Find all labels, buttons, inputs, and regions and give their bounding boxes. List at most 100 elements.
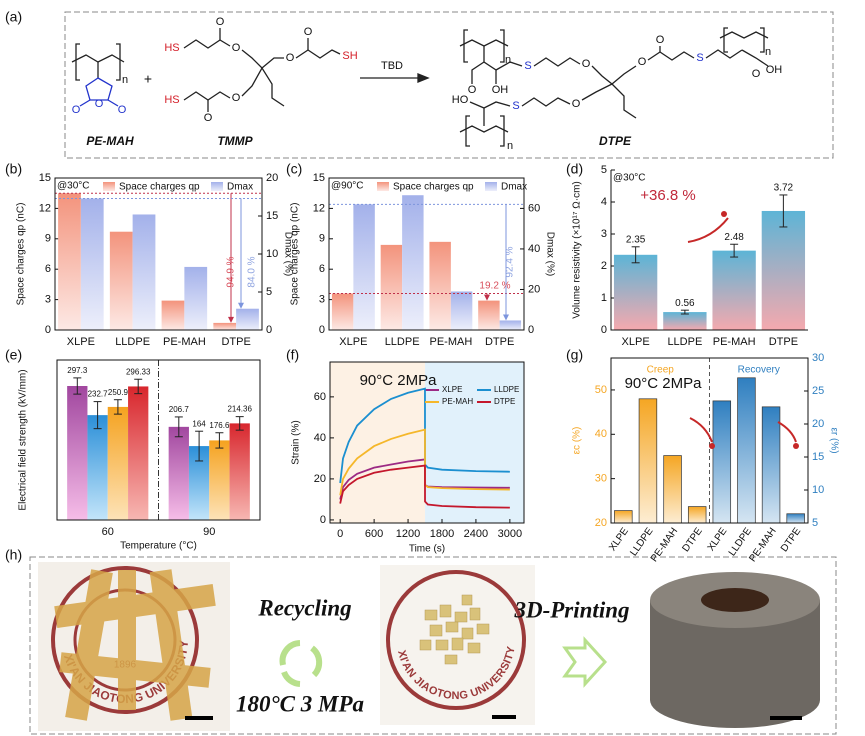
bar	[229, 423, 250, 520]
x-tick-label: XLPE	[67, 336, 95, 348]
bar	[786, 513, 805, 524]
error-bar	[631, 246, 640, 264]
arrow-head	[484, 294, 490, 301]
annotation: 92.4 %	[505, 246, 516, 277]
atom: O	[468, 84, 477, 96]
y-tick-label: 9	[319, 233, 325, 245]
bond	[107, 99, 119, 107]
y-axis-title: Space charges qp (nC)	[16, 203, 27, 306]
bond	[521, 97, 571, 107]
bar	[450, 291, 473, 330]
annotation: 90°C 2MPa	[625, 375, 703, 392]
bond	[741, 49, 769, 67]
photos: (h) XI'AN JIAOTONG UNIVERSITY 1896 Recyc…	[5, 547, 837, 735]
legend-swatch	[485, 182, 497, 191]
y-tick-label: 6	[319, 263, 325, 275]
atom: O	[232, 42, 241, 54]
y-tick-label: 60	[314, 391, 326, 403]
error-bar	[134, 378, 143, 395]
value-label: 296.33	[126, 367, 151, 376]
y-tick-label: 12	[313, 202, 325, 214]
bar	[331, 293, 354, 330]
y-tick-label: 3	[319, 294, 325, 306]
bar	[761, 210, 806, 330]
atom: O	[118, 104, 127, 116]
atom: O	[95, 98, 104, 110]
bond	[719, 31, 769, 39]
y-tick-label: 3	[45, 294, 51, 306]
step-label: Recycling	[257, 595, 351, 620]
x-tick-label: 1800	[430, 528, 454, 540]
atom: n	[122, 74, 128, 86]
pellets	[419, 594, 490, 665]
atom: S	[524, 60, 531, 72]
annotation: 90°C 2MPa	[360, 372, 438, 389]
seal	[386, 570, 526, 710]
plot-frame	[610, 357, 809, 524]
value-label: 0.56	[675, 298, 695, 309]
y-tick-label: 1	[601, 292, 607, 304]
bar	[188, 446, 210, 520]
x-tick-label: LLDPE	[385, 336, 420, 348]
y-tick-label: 20	[314, 473, 326, 485]
recycle-icon	[279, 640, 323, 687]
bar	[87, 415, 108, 520]
bar	[712, 400, 732, 524]
error-bar	[113, 399, 122, 415]
series-label: Recovery	[738, 365, 780, 376]
bar	[638, 398, 658, 524]
y-axis-title: Electrical field strength (kV/mm)	[18, 369, 29, 510]
line	[339, 464, 510, 509]
error-bar	[174, 416, 183, 438]
atom: O	[286, 52, 295, 64]
panel-border	[64, 11, 834, 159]
plot-frame	[328, 177, 525, 331]
plus: +	[144, 71, 152, 87]
bond	[591, 65, 637, 85]
bar	[353, 204, 375, 330]
value-label: 3.72	[774, 183, 794, 194]
atom: HS	[164, 42, 179, 54]
bond	[705, 49, 743, 59]
bond	[471, 61, 485, 84]
atom: O	[232, 92, 241, 104]
legend-label: Space charges qp	[393, 182, 474, 193]
atom: HS	[164, 94, 179, 106]
panel-label: (c)	[286, 161, 302, 177]
bar	[209, 440, 230, 520]
bar	[499, 320, 522, 330]
x-tick-label: 90	[203, 526, 215, 538]
error-bar	[235, 416, 244, 431]
condition-note: @30°C	[613, 173, 646, 184]
bond	[241, 49, 284, 69]
bond	[71, 54, 125, 63]
catalyst: TBD	[381, 60, 403, 72]
process-arrow	[562, 636, 608, 688]
y2-tick-label: 5	[812, 517, 818, 529]
y-tick-label: 4	[601, 196, 607, 208]
legend-label: LLDPE	[494, 385, 519, 394]
plot-frame	[329, 361, 525, 524]
y-tick-label: 50	[595, 384, 607, 396]
bond	[183, 91, 231, 101]
y2-tick-label: 20	[266, 172, 278, 184]
value-label: 214.36	[227, 405, 252, 414]
bar	[737, 377, 756, 524]
legend-label: DTPE	[494, 397, 515, 406]
error-bar	[680, 309, 689, 315]
x-tick-label: DTPE	[769, 336, 798, 348]
bond	[79, 99, 91, 107]
y-axis-title: Space charges qp (nC)	[290, 203, 301, 306]
y-tick-label: 0	[601, 324, 607, 336]
scale-bar	[185, 716, 213, 720]
x-tick-label: DTPE	[221, 336, 250, 348]
x-tick-label: PE-MAH	[163, 336, 206, 348]
error-bar	[730, 243, 739, 258]
y2-tick-label: 30	[812, 352, 824, 364]
atom: S	[696, 52, 703, 64]
y-tick-label: 0	[320, 514, 326, 526]
film-strips	[54, 569, 216, 721]
trend-arrow	[777, 421, 797, 443]
bar	[184, 266, 208, 330]
atom: O	[572, 98, 581, 110]
